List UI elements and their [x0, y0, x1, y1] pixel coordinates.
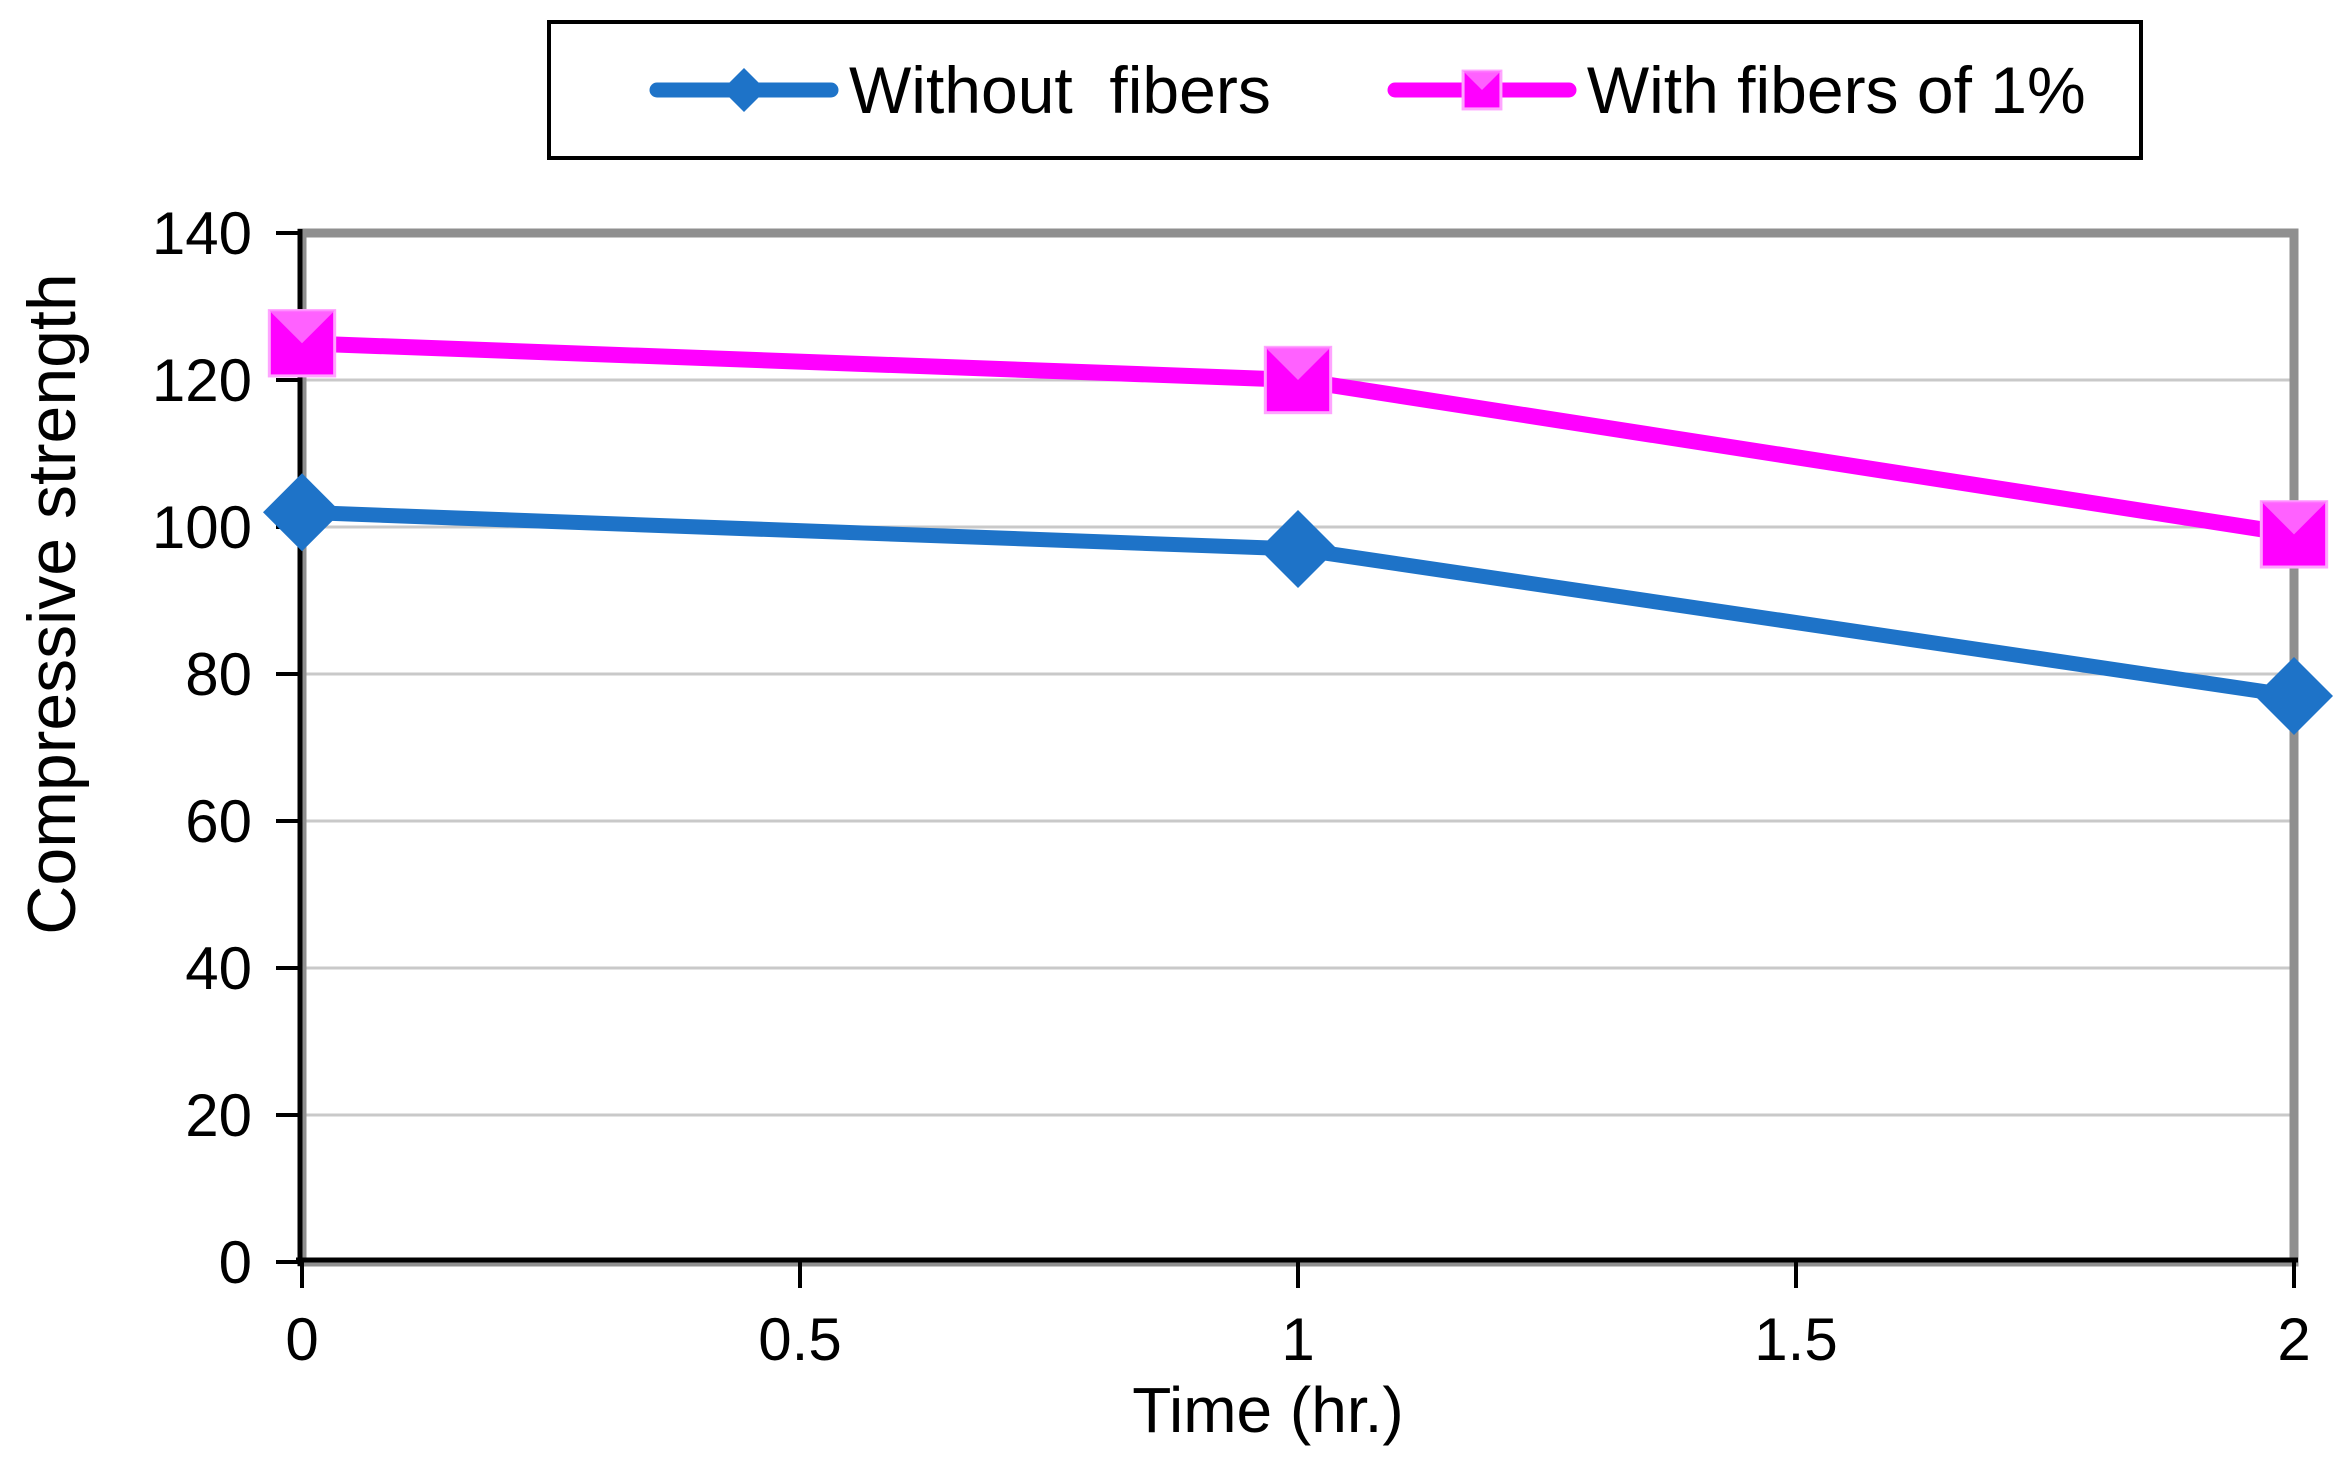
legend-label-0: Without fibers [849, 53, 1271, 127]
diamond-marker [2255, 657, 2333, 736]
x-tick-label: 0 [285, 1306, 318, 1373]
square-marker [267, 309, 337, 378]
axis-lines [296, 229, 2298, 1266]
square-marker [1461, 69, 1503, 111]
diamond-marker [1259, 510, 1337, 589]
diamond-marker [722, 68, 766, 112]
square-marker [2259, 500, 2329, 569]
series-0 [263, 473, 2333, 736]
y-tick-labels: 0 20 40 60 80 100 120 140 [152, 200, 252, 1296]
y-tick-label: 100 [152, 494, 252, 561]
square-marker [1263, 345, 1333, 415]
y-tick-label: 120 [152, 347, 252, 414]
y-tick-label: 140 [152, 200, 252, 267]
y-tick-label: 60 [185, 788, 252, 855]
legend-entry-1: With fibers of 1% [1387, 48, 2086, 132]
x-tick-label: 2 [2277, 1306, 2310, 1373]
y-tick-label: 20 [185, 1082, 252, 1149]
square-legend-marker-icon [1387, 69, 1577, 111]
y-axis-title: Compressive strength [14, 273, 90, 935]
legend-label-1: With fibers of 1% [1586, 53, 2086, 127]
legend-box: Without fibers With fibers of 1% [547, 20, 2143, 160]
diamond-legend-marker-icon [649, 68, 839, 112]
legend-entry-0: Without fibers [649, 48, 1271, 132]
x-tick-label: 1.5 [1754, 1306, 1837, 1373]
x-tick-label: 1 [1281, 1306, 1314, 1373]
x-axis-title: Time (hr.) [1132, 1374, 1404, 1446]
series-1 [267, 309, 2329, 569]
x-tick-labels: 0 0.5 1 1.5 2 [285, 1306, 2310, 1373]
y-tick-label: 0 [219, 1229, 252, 1296]
x-tick-label: 0.5 [758, 1306, 841, 1373]
y-tick-label: 40 [185, 935, 252, 1002]
y-tick-label: 80 [185, 641, 252, 708]
diamond-marker [263, 473, 341, 552]
